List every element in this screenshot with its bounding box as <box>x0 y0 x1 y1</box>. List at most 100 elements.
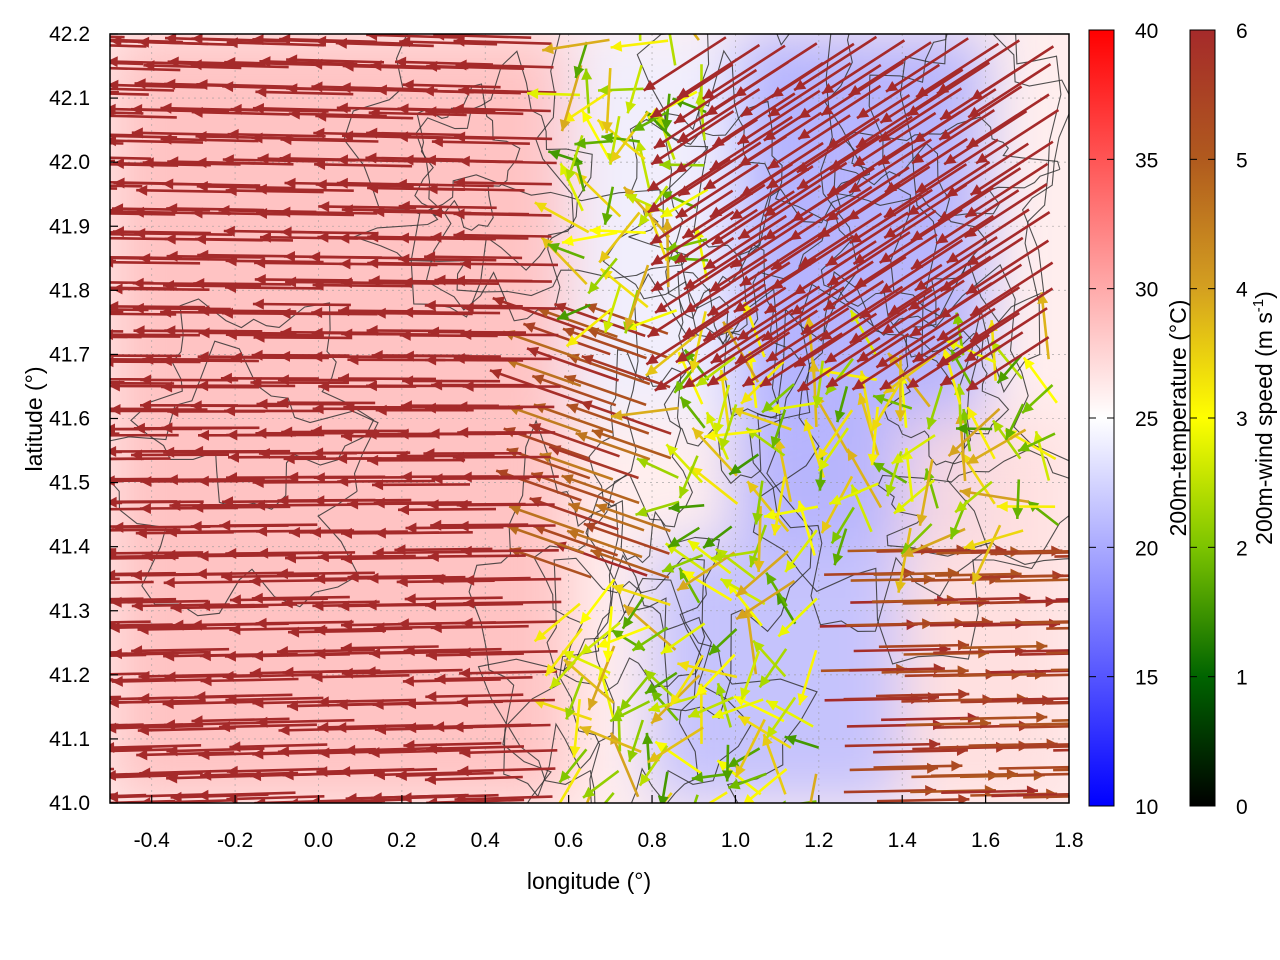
wind-vector <box>649 63 734 119</box>
wind-vector <box>251 592 350 604</box>
wind-vector <box>458 155 557 167</box>
wind-vector <box>618 676 649 712</box>
wind-vector <box>676 88 761 144</box>
wind-vector <box>844 738 941 750</box>
wind-vector <box>276 568 375 580</box>
wind-vector <box>110 697 206 709</box>
wind-vector <box>946 208 1030 264</box>
wind-vector <box>374 527 473 539</box>
wind-vector <box>427 551 526 562</box>
wind-vector <box>110 457 171 461</box>
wind-vector <box>800 280 885 336</box>
y-axis-title: latitude (°) <box>21 366 47 471</box>
wind-vector <box>110 330 124 333</box>
wind-vector <box>130 449 230 461</box>
wind-vector <box>110 259 117 263</box>
wind-vector <box>110 135 204 147</box>
wind-vector <box>193 278 292 289</box>
wind-vector <box>431 473 530 485</box>
y-tick-label: 41.6 <box>49 408 90 431</box>
wind-vector <box>255 183 354 195</box>
wind-vector <box>765 572 788 607</box>
wind-vector <box>797 63 882 120</box>
wind-vector <box>738 111 823 168</box>
wind-vector <box>110 354 182 358</box>
wind-vector <box>312 279 411 291</box>
wind-vector <box>964 307 1048 363</box>
wind-vector <box>667 526 700 549</box>
wind-vector <box>665 443 704 484</box>
wind-vector <box>1050 668 1069 672</box>
wind-vector <box>565 307 613 348</box>
y-tick-label: 41.0 <box>49 792 90 815</box>
wind-vector <box>603 284 622 333</box>
wind-vector <box>194 691 293 703</box>
wind-vector <box>820 60 905 117</box>
wind-vector <box>455 59 554 71</box>
wind-vector <box>885 37 969 93</box>
wind-vector <box>959 711 1048 723</box>
wind-vector <box>965 239 1050 295</box>
wind-vector <box>110 236 172 241</box>
wind-vector <box>110 212 176 216</box>
wind-vector <box>955 423 993 435</box>
wind-vector <box>687 696 734 719</box>
wind-vector <box>403 645 502 657</box>
wind-vector <box>657 771 669 803</box>
wind-vector <box>610 406 679 421</box>
wind-vector <box>969 287 1054 343</box>
wind-vector <box>846 448 883 509</box>
wind-vector <box>453 35 552 47</box>
wind-vector <box>394 544 493 556</box>
wind-vector <box>997 745 1069 750</box>
wind-vector <box>130 104 230 115</box>
wind-vector <box>395 770 494 781</box>
wind-vector <box>200 769 299 781</box>
wind-vector <box>531 374 617 407</box>
wind-vector <box>996 354 1023 384</box>
wind-vector <box>110 528 181 532</box>
wind-vector <box>729 165 814 221</box>
wind-vector <box>368 275 467 287</box>
wind-vector <box>848 138 933 194</box>
temperature-colorbar: 10 15 20 25 30 35 40 200m-temperature (°C) <box>1088 20 1191 819</box>
wind-vector <box>677 660 738 679</box>
wind-vector <box>110 555 154 559</box>
wind-vector <box>849 288 933 345</box>
wind-vector <box>729 213 814 269</box>
wind-vector <box>879 335 963 391</box>
wind-vector <box>821 39 906 95</box>
wind-vector <box>344 744 443 756</box>
wind-vector <box>567 502 645 532</box>
wind-vector <box>709 115 793 172</box>
wind-vector <box>218 721 317 733</box>
wind-vector <box>966 428 1027 466</box>
y-axis-ticks: 41.0 41.1 41.2 41.3 41.4 41.5 41.6 41.7 41.8 41.9… <box>49 23 118 815</box>
wind-vector <box>110 620 151 624</box>
wind-vector <box>631 626 669 652</box>
y-tick-label: 41.2 <box>49 664 90 687</box>
wind-vector <box>715 682 732 728</box>
wind-vector <box>872 394 913 410</box>
wind-vector <box>703 214 788 271</box>
wind-vector <box>595 503 671 533</box>
wind-vector <box>581 109 611 160</box>
wind-vector <box>916 459 934 527</box>
wind-colorbar-ticks: 0 1 2 3 4 5 6 <box>1190 20 1248 819</box>
wind-vector <box>1017 772 1069 777</box>
wind-vector <box>162 178 261 190</box>
wind-colorbar-label-main: 200m-wind speed (m s <box>1251 312 1277 545</box>
wind-vector <box>424 774 523 785</box>
wind-vector <box>848 41 932 97</box>
wind-vector <box>337 475 436 487</box>
wind-vector <box>315 110 414 122</box>
wind-vector <box>740 141 824 198</box>
wind-vector <box>964 162 1049 219</box>
wind-vector <box>668 34 677 66</box>
wind-vector <box>425 354 524 366</box>
wind-vector <box>340 642 439 654</box>
colorbar-tick-label: 35 <box>1135 149 1158 172</box>
wind-vector <box>989 649 1069 654</box>
wind-vector <box>668 502 705 513</box>
x-tick-label: 1.2 <box>804 829 833 852</box>
